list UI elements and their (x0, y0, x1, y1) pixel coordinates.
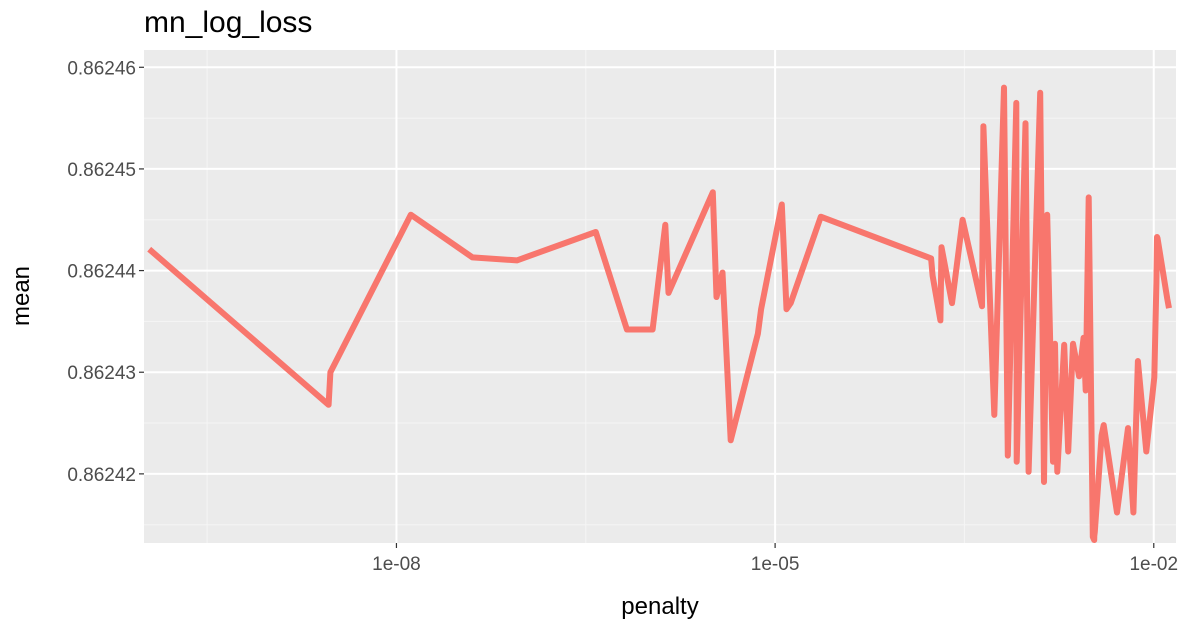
series-line (147, 84, 1172, 543)
grid-minor (144, 50, 1176, 543)
y-tick-label: 0.86243 (67, 363, 136, 384)
y-axis-title: mean (8, 266, 35, 326)
y-tick-label: 0.86246 (67, 58, 136, 79)
chart-title: mn_log_loss (144, 6, 312, 39)
x-tick-label: 1e-08 (372, 554, 421, 575)
series-layer (147, 84, 1172, 543)
x-tick-label: 1e-02 (1129, 554, 1178, 575)
y-tick-label: 0.86245 (67, 160, 136, 181)
y-tick-label: 0.86244 (67, 262, 136, 283)
y-tick-label: 0.86242 (67, 465, 136, 486)
y-axis: 0.86242 0.86243 0.86244 0.86245 0.86246 (67, 58, 144, 486)
x-axis-title: penalty (621, 593, 698, 620)
x-axis: 1e-08 1e-05 1e-02 (372, 543, 1178, 575)
x-tick-label: 1e-05 (751, 554, 800, 575)
